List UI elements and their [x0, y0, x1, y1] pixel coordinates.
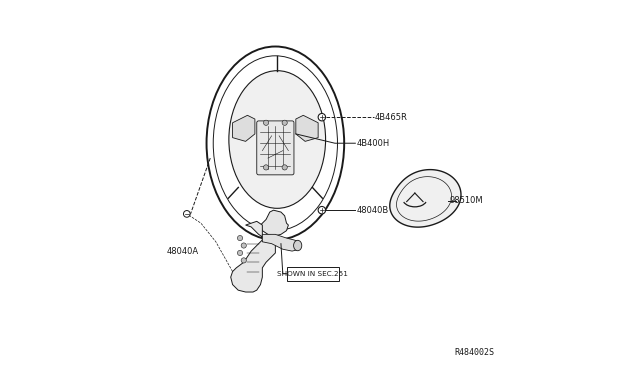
FancyBboxPatch shape — [257, 121, 294, 175]
Polygon shape — [262, 234, 300, 251]
Circle shape — [282, 165, 287, 170]
Polygon shape — [260, 210, 289, 236]
Text: 4B465R: 4B465R — [375, 113, 408, 122]
Circle shape — [282, 120, 287, 125]
Circle shape — [241, 258, 246, 263]
Ellipse shape — [229, 71, 326, 208]
Polygon shape — [232, 115, 255, 141]
Text: 48040A: 48040A — [167, 247, 199, 256]
Circle shape — [237, 235, 243, 241]
Circle shape — [241, 243, 246, 248]
Circle shape — [237, 250, 243, 256]
Text: R484002S: R484002S — [455, 348, 495, 357]
Circle shape — [318, 113, 326, 121]
Polygon shape — [296, 115, 318, 141]
Circle shape — [318, 206, 326, 214]
Text: SHOWN IN SEC.251: SHOWN IN SEC.251 — [277, 271, 348, 277]
Text: 48040B: 48040B — [356, 206, 388, 215]
Polygon shape — [231, 221, 275, 292]
Polygon shape — [390, 170, 461, 227]
Circle shape — [264, 165, 269, 170]
Text: 98510M: 98510M — [449, 196, 483, 205]
Ellipse shape — [294, 240, 302, 251]
Circle shape — [264, 120, 269, 125]
Circle shape — [184, 211, 190, 217]
Text: 4B400H: 4B400H — [356, 140, 390, 148]
